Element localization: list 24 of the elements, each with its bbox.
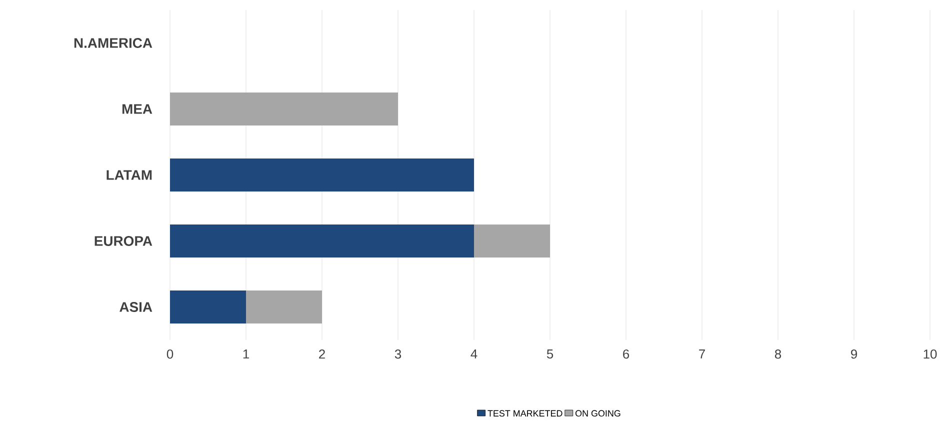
x-tick-label: 6 xyxy=(623,350,630,359)
bar xyxy=(170,290,246,324)
bar xyxy=(170,224,474,258)
y-tick-label: MEA xyxy=(122,104,152,114)
x-tick-label: 9 xyxy=(851,350,857,359)
x-tick-label: 0 xyxy=(166,350,174,359)
x-tick-label: 1 xyxy=(243,350,249,358)
x-tick-label: 3 xyxy=(394,350,402,359)
bar xyxy=(474,224,550,258)
y-tick-label: LATAM xyxy=(106,170,152,180)
x-tick-label: 5 xyxy=(546,350,554,359)
legend-label: ON GOING xyxy=(575,410,620,417)
x-tick-label: 10 xyxy=(924,350,937,359)
legend-label: TEST MARKETED xyxy=(488,410,562,417)
y-tick-label: EUROPA xyxy=(94,236,152,246)
bar xyxy=(170,158,474,192)
x-tick-label: 4 xyxy=(470,350,478,358)
y-tick-label: ASIA xyxy=(120,302,152,312)
y-tick-label: N.AMERICA xyxy=(74,38,152,48)
x-tick-label: 2 xyxy=(319,350,325,359)
bar xyxy=(170,92,398,126)
x-tick-label: 7 xyxy=(699,350,705,358)
x-tick-label: 8 xyxy=(774,350,782,359)
bar xyxy=(246,290,322,324)
